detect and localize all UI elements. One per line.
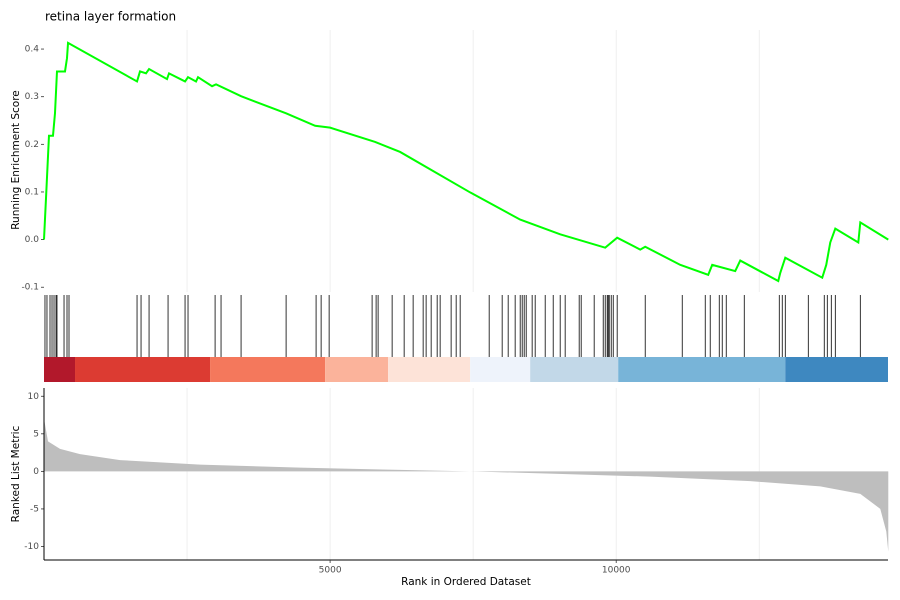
y-tick-label: 10 [28, 392, 40, 402]
y-tick-label: 0 [33, 467, 39, 477]
y-tick-label: 0.1 [25, 187, 39, 197]
y-axis-title: Running Enrichment Score [10, 90, 22, 230]
rank-band [44, 357, 76, 382]
rank-band [210, 357, 326, 382]
y-tick-label: 5 [33, 429, 39, 439]
rank-band [530, 357, 619, 382]
x-tick-label: 5000 [319, 566, 342, 576]
rank-band [325, 357, 389, 382]
x-axis-title: Rank in Ordered Dataset [401, 576, 531, 588]
x-tick-label: 10000 [602, 566, 631, 576]
y-tick-label: -0.1 [21, 283, 39, 293]
y-tick-label: -5 [30, 504, 39, 514]
y-tick-label: 0.3 [25, 92, 39, 102]
y-tick-label: 0.4 [25, 45, 40, 55]
y-tick-label: 0.2 [25, 140, 39, 150]
y-tick-label: -10 [24, 542, 39, 552]
rank-band [388, 357, 471, 382]
metric-area [44, 418, 889, 552]
rank-band [785, 357, 888, 382]
rank-band [470, 357, 531, 382]
rank-band [75, 357, 211, 382]
y-axis-title: Ranked List Metric [10, 425, 22, 522]
y-tick-label: 0.0 [25, 235, 40, 245]
rank-band [618, 357, 786, 382]
chart-title: retina layer formation [45, 10, 176, 24]
enrichment-line [43, 41, 889, 283]
